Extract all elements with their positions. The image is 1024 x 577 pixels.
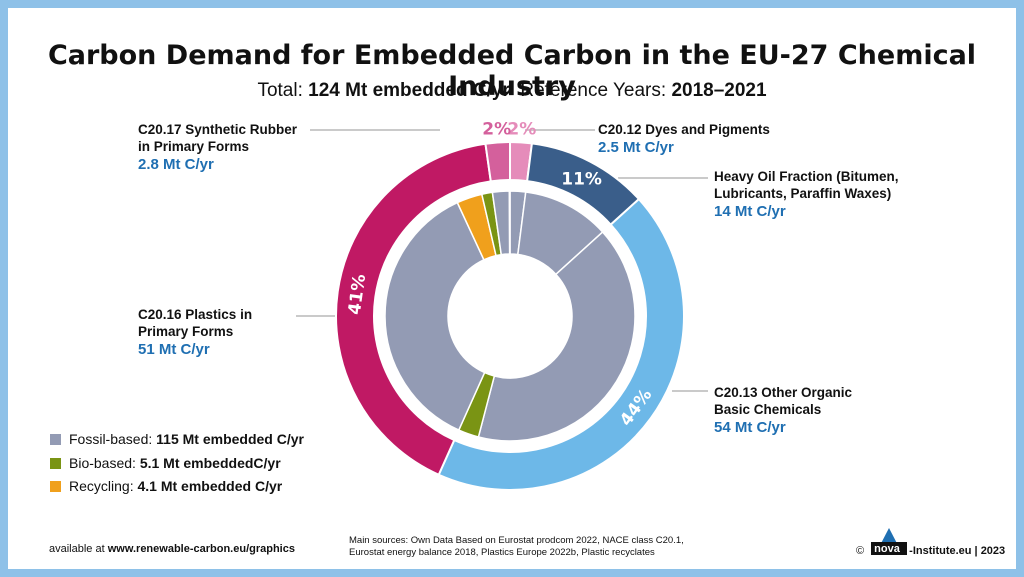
label-dyes: C20.12 Dyes and Pigments 2.5 Mt C/yr xyxy=(598,121,770,157)
label-organic-value: 54 Mt C/yr xyxy=(714,419,786,436)
label-organic-line1: C20.13 Other Organic xyxy=(714,385,853,400)
sources-line2: Eurostat energy balance 2018, Plastics E… xyxy=(349,547,655,558)
legend-item-recycling: Recycling: 4.1 Mt embedded C/yr xyxy=(50,475,304,499)
inner-segment-8 xyxy=(508,190,511,255)
legend-label-recycling: Recycling: xyxy=(69,478,134,494)
label-rubber-value: 2.8 Mt C/yr xyxy=(138,156,214,173)
legend-swatch-fossil xyxy=(50,434,61,445)
legend-swatch-bio xyxy=(50,457,61,469)
label-heavy-line1: Heavy Oil Fraction (Bitumen, xyxy=(714,169,899,184)
reference-label: Reference Years: xyxy=(520,80,667,101)
label-plastics: C20.16 Plastics in Primary Forms 51 Mt C… xyxy=(138,306,252,359)
label-plastics-value: 51 Mt C/yr xyxy=(138,341,210,358)
total-label: Total: xyxy=(257,80,303,101)
inner-segment-2 xyxy=(477,230,636,442)
label-plastics-line2: Primary Forms xyxy=(138,324,234,339)
outer-ring xyxy=(335,140,685,491)
outer-slice-organic xyxy=(437,197,685,491)
legend-label-bio: Bio-based: xyxy=(69,454,136,471)
label-dyes-line1: C20.12 Dyes and Pigments xyxy=(598,122,770,137)
legend-value-fossil: 115 Mt embedded C/yr xyxy=(156,431,304,447)
chart-subtitle: Total: 124 Mt embedded C/yr Reference Ye… xyxy=(0,80,1024,102)
pct-label-heavy-oil: 11% xyxy=(561,170,602,190)
legend-swatch-recycling xyxy=(50,481,61,492)
inner-ring xyxy=(384,190,636,442)
label-rubber-line2: in Primary Forms xyxy=(138,139,250,154)
label-plastics-line1: C20.16 Plastics in xyxy=(138,307,253,322)
reference-value: 2018–2021 xyxy=(671,80,767,101)
chart-title: Carbon Demand for Embedded Carbon in the… xyxy=(47,40,977,102)
label-rubber: C20.17 Synthetic Rubber in Primary Forms… xyxy=(138,121,297,174)
total-value: 124 Mt embedded C/yr xyxy=(308,80,510,101)
nova-logo: nova xyxy=(869,528,909,556)
label-dyes-value: 2.5 Mt C/yr xyxy=(598,139,674,156)
footer-sources: Main sources: Own Data Based on Eurostat… xyxy=(349,535,684,559)
legend-label-fossil: Fossil-based: xyxy=(69,431,153,447)
label-rubber-line1: C20.17 Synthetic Rubber xyxy=(138,122,298,137)
legend-item-bio: Bio-based: 5.1 Mt embeddedC/yr xyxy=(50,452,304,476)
outer-slice-rubber xyxy=(484,140,511,183)
legend-value-bio: 5.1 Mt embeddedC/yr xyxy=(139,454,281,471)
inner-segment-4 xyxy=(384,201,486,432)
copyright-symbol: © xyxy=(856,545,865,557)
footer-right-text: -Institute.eu | 2023 xyxy=(909,545,1006,557)
pct-label-dyes: 2% xyxy=(507,119,536,139)
label-heavy-line2: Lubricants, Paraffin Waxes) xyxy=(714,186,892,201)
label-heavy-oil: Heavy Oil Fraction (Bitumen, Lubricants,… xyxy=(714,168,899,221)
label-organic-line2: Basic Chemicals xyxy=(714,402,822,417)
nova-logo-icon xyxy=(871,528,908,555)
nova-logo-text: nova xyxy=(874,543,900,555)
pct-label-rubber: 2% xyxy=(482,119,511,139)
legend-item-fossil: Fossil-based: 115 Mt embedded C/yr xyxy=(50,428,304,452)
legend: Fossil-based: 115 Mt embedded C/yr Bio-b… xyxy=(50,428,304,499)
label-organic: C20.13 Other Organic Basic Chemicals 54 … xyxy=(714,384,852,437)
label-heavy-value: 14 Mt C/yr xyxy=(714,203,786,220)
legend-value-recycling: 4.1 Mt embedded C/yr xyxy=(137,478,283,494)
footer-prefix: available at xyxy=(49,543,105,555)
footer-copyright: © nova -Institute.eu | 2023 xyxy=(856,528,1006,557)
sources-line1: Main sources: Own Data Based on Eurostat… xyxy=(349,535,684,546)
footer-url[interactable]: www.renewable-carbon.eu/graphics xyxy=(107,543,295,555)
footer-availability: available at www.renewable-carbon.eu/gra… xyxy=(49,543,295,555)
